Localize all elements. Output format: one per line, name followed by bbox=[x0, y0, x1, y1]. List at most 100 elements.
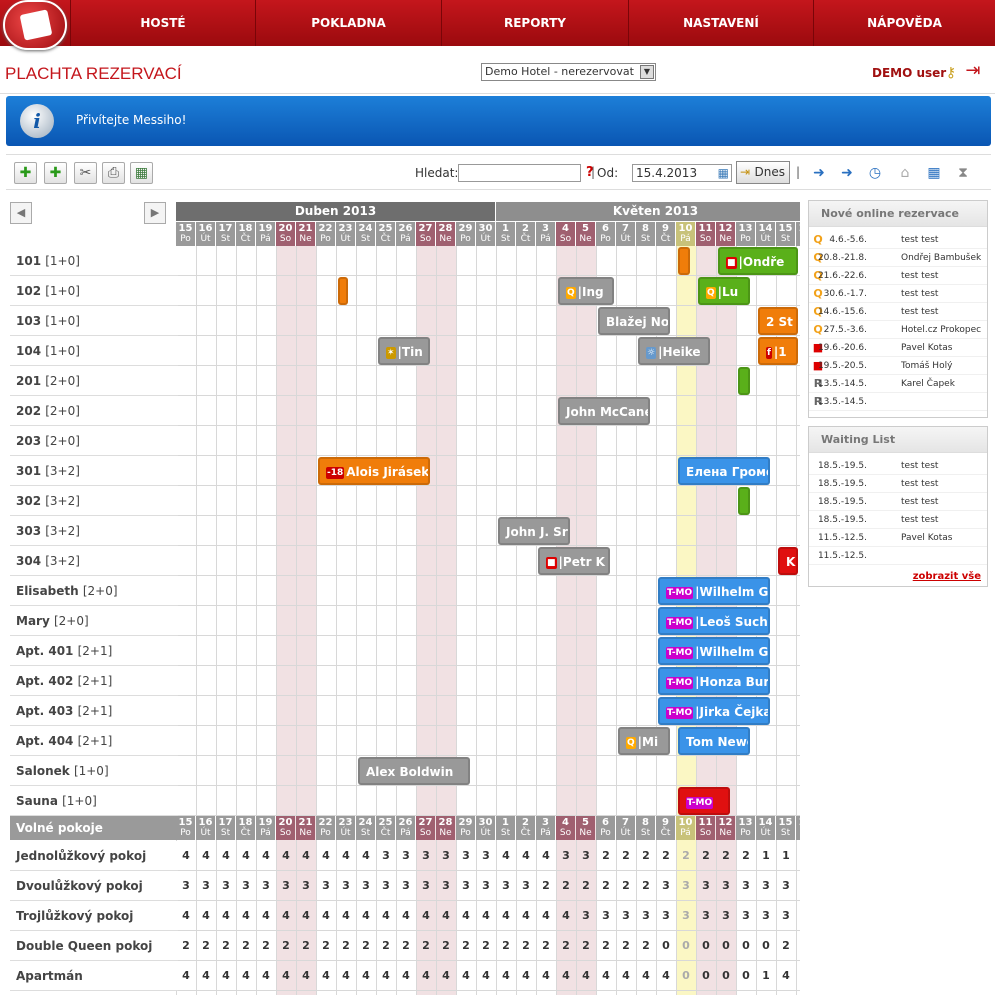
waiting-list-item[interactable]: 18.5.-19.5. test test bbox=[809, 493, 987, 511]
reservation-bar[interactable] bbox=[738, 367, 750, 395]
waiting-list-item[interactable]: 11.5.-12.5. Pavel Kotas bbox=[809, 529, 987, 547]
add-reservation-icon[interactable]: ✚ bbox=[14, 162, 37, 184]
reservation-bar[interactable] bbox=[738, 487, 750, 515]
reservation-bar[interactable]: Q |Mi bbox=[618, 727, 670, 755]
reservation-bar[interactable]: Blažej Nov bbox=[598, 307, 670, 335]
room-label[interactable]: 104 [1+0] bbox=[10, 336, 178, 366]
nav-reports[interactable]: REPORTY bbox=[441, 0, 628, 46]
waiting-list-item[interactable]: 18.5.-19.5. test test bbox=[809, 457, 987, 475]
room-label[interactable]: 102 [1+0] bbox=[10, 276, 178, 306]
room-label[interactable]: Apt. 402 [2+1] bbox=[10, 666, 178, 696]
online-reservation-item[interactable]: R 13.5.-14.5. Karel Čapek bbox=[809, 375, 987, 393]
room-label[interactable]: 304 [3+2] bbox=[10, 546, 178, 576]
day-number: 20 bbox=[278, 223, 293, 234]
reservation-bar[interactable]: John McCane bbox=[558, 397, 650, 425]
reservation-bar[interactable]: f |1 bbox=[758, 337, 798, 365]
waiting-guest: Pavel Kotas bbox=[901, 533, 953, 543]
online-reservation-item[interactable]: Q 4.6.-5.6. test test bbox=[809, 231, 987, 249]
tools-icon[interactable]: ✂ bbox=[74, 162, 97, 184]
room-label[interactable]: Apt. 403 [2+1] bbox=[10, 696, 178, 726]
online-reservation-item[interactable]: ■ 19.5.-20.5. Tomáš Holý bbox=[809, 357, 987, 375]
reservation-bar[interactable]: T-MO bbox=[678, 787, 730, 815]
reservation-bar[interactable]: ☼ |Heike bbox=[638, 337, 710, 365]
room-name: 303 bbox=[16, 524, 46, 538]
today-button[interactable]: ⇥ Dnes bbox=[736, 161, 790, 184]
reservation-bar[interactable]: T-MO |Wilhelm Gr bbox=[658, 577, 770, 605]
chevron-down-icon[interactable]: ▼ bbox=[640, 65, 654, 79]
reservation-bar[interactable]: Alex Boldwin bbox=[358, 757, 470, 785]
reservation-bar[interactable] bbox=[338, 277, 348, 305]
reservation-bar[interactable]: Елена Громо bbox=[678, 457, 770, 485]
free-count: 4 bbox=[222, 849, 230, 862]
room-label[interactable]: Mary [2+0] bbox=[10, 606, 178, 636]
add-group-icon[interactable]: ✚ bbox=[44, 162, 67, 184]
nav-settings[interactable]: NASTAVENÍ bbox=[628, 0, 813, 46]
room-label[interactable]: Elisabeth [2+0] bbox=[10, 576, 178, 606]
house-icon[interactable]: ⌂ bbox=[900, 165, 910, 181]
date-input[interactable]: 15.4.2013 ▦ bbox=[632, 164, 732, 182]
reservation-bar[interactable]: T-MO |Honza Bur bbox=[658, 667, 770, 695]
print-icon[interactable]: ⎙ bbox=[102, 162, 125, 184]
waiting-list-item[interactable]: 11.5.-12.5. bbox=[809, 547, 987, 565]
room-label[interactable]: 303 [3+2] bbox=[10, 516, 178, 546]
logout-icon[interactable]: ⇥ bbox=[965, 60, 981, 81]
user-name[interactable]: DEMO user bbox=[872, 66, 947, 80]
online-reservation-item[interactable]: Q 27.5.-3.6. Hotel.cz Prokopec bbox=[809, 321, 987, 339]
room-label[interactable]: 302 [3+2] bbox=[10, 486, 178, 516]
app-logo[interactable] bbox=[3, 0, 67, 50]
reservation-bar[interactable]: K bbox=[778, 547, 798, 575]
reservation-bar[interactable]: ■ |Ondře bbox=[718, 247, 798, 275]
room-label[interactable]: Apt. 401 [2+1] bbox=[10, 636, 178, 666]
free-count: 3 bbox=[762, 909, 770, 922]
show-all-link[interactable]: zobrazit vše bbox=[912, 571, 981, 582]
checkout-icon[interactable]: ➜ bbox=[841, 165, 853, 181]
room-label[interactable]: 203 [2+0] bbox=[10, 426, 178, 456]
online-reservation-item[interactable]: R 13.5.-14.5. bbox=[809, 393, 987, 411]
hotel-select[interactable]: Demo Hotel - nerezervovat ▼ bbox=[481, 63, 656, 81]
reservation-bar[interactable]: Tom Newc bbox=[678, 727, 750, 755]
reservation-bar[interactable]: Q |Ing bbox=[558, 277, 614, 305]
room-label[interactable]: 202 [2+0] bbox=[10, 396, 178, 426]
waiting-list-item[interactable]: 18.5.-19.5. test test bbox=[809, 511, 987, 529]
nav-guests[interactable]: HOSTÉ bbox=[70, 0, 255, 46]
keys-icon[interactable]: ⚷ bbox=[945, 65, 957, 81]
room-label[interactable]: 301 [3+2] bbox=[10, 456, 178, 486]
reservation-tag-icon: Q bbox=[626, 736, 636, 749]
reservation-bar[interactable]: Q |Lu bbox=[698, 277, 750, 305]
online-reservation-item[interactable]: ■ 19.6.-20.6. Pavel Kotas bbox=[809, 339, 987, 357]
reservation-bar[interactable]: T-MO |Leoš Sucha bbox=[658, 607, 770, 635]
calendar-icon[interactable]: ▦ bbox=[717, 166, 729, 180]
next-arrow-icon[interactable]: ▶ bbox=[144, 202, 166, 224]
online-reservation-item[interactable]: Q 30.6.-1.7. test test bbox=[809, 285, 987, 303]
room-label[interactable]: 101 [1+0] bbox=[10, 246, 178, 276]
online-reservation-item[interactable]: Q 20.8.-21.8. Ondřej Bambušek bbox=[809, 249, 987, 267]
reservation-bar[interactable]: ✶ |Tin bbox=[378, 337, 430, 365]
checkin-icon[interactable]: ➜ bbox=[813, 165, 825, 181]
room-label[interactable]: 103 [1+0] bbox=[10, 306, 178, 336]
search-input[interactable] bbox=[458, 164, 581, 182]
reservation-bar[interactable]: -18 Alois Jirásek bbox=[318, 457, 430, 485]
prev-arrow-icon[interactable]: ◀ bbox=[10, 202, 32, 224]
clock-icon[interactable]: ◷ bbox=[868, 165, 882, 181]
reservation-bar[interactable]: ■ |Petr K bbox=[538, 547, 610, 575]
nav-help[interactable]: NÁPOVĚDA bbox=[813, 0, 995, 46]
room-label[interactable]: Sauna [1+0] bbox=[10, 786, 178, 816]
calendar-grid-icon[interactable]: ▦ bbox=[927, 165, 941, 181]
reservation-bar[interactable]: T-MO |Jirka Čejka bbox=[658, 697, 770, 725]
hourglass-icon[interactable]: ⧗ bbox=[958, 165, 968, 181]
reservation-bar[interactable]: John J. Sr bbox=[498, 517, 570, 545]
online-reservation-item[interactable]: Q 21.6.-22.6. test test bbox=[809, 267, 987, 285]
room-label[interactable]: Apt. 404 [2+1] bbox=[10, 726, 178, 756]
room-label[interactable]: 201 [2+0] bbox=[10, 366, 178, 396]
reservation-bar[interactable]: 2 St bbox=[758, 307, 798, 335]
table-icon[interactable]: ▦ bbox=[130, 162, 153, 184]
nav-cash[interactable]: POKLADNA bbox=[255, 0, 441, 46]
online-reservation-item[interactable]: Q 14.6.-15.6. test test bbox=[809, 303, 987, 321]
help-link[interactable]: ? bbox=[586, 165, 594, 180]
waiting-list-item[interactable]: 18.5.-19.5. test test bbox=[809, 475, 987, 493]
reservation-bar[interactable] bbox=[678, 247, 690, 275]
day-header: 27 So bbox=[416, 816, 435, 840]
day-number: 23 bbox=[338, 817, 353, 828]
room-label[interactable]: Salonek [1+0] bbox=[10, 756, 178, 786]
reservation-bar[interactable]: T-MO |Wilhelm Gr bbox=[658, 637, 770, 665]
